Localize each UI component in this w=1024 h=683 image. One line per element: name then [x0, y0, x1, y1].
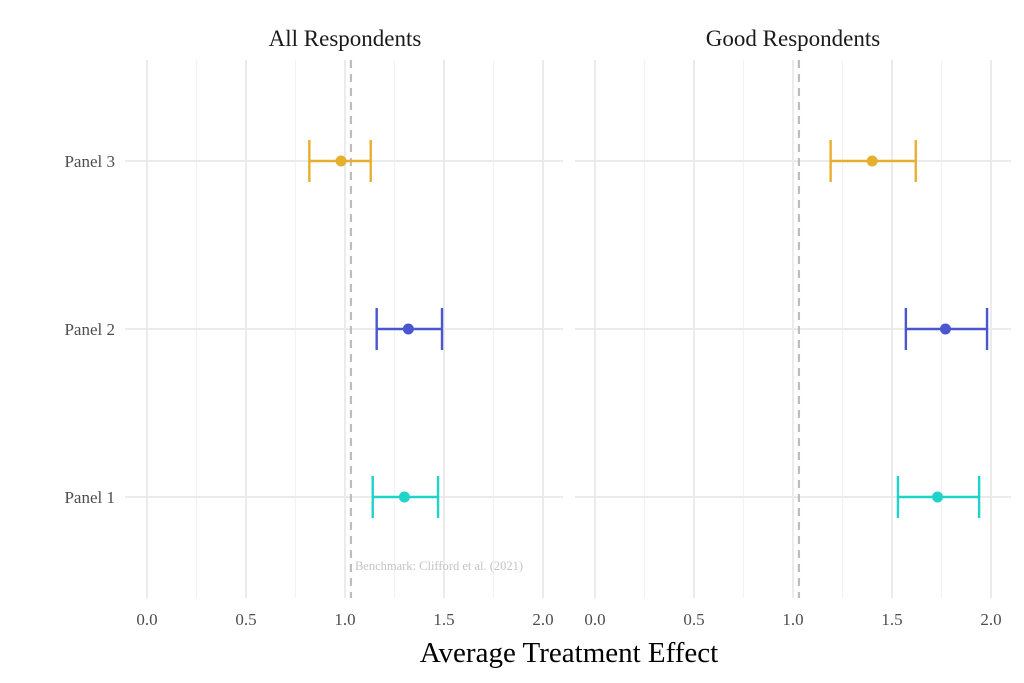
x-axis-title: Average Treatment Effect	[420, 637, 718, 669]
gridlines	[575, 60, 1011, 598]
y-tick-label: Panel 3	[64, 152, 115, 171]
point-estimate	[932, 491, 944, 503]
gridlines	[125, 60, 563, 598]
errorbar-panel-1	[371, 476, 440, 518]
errorbar-panel-2	[904, 308, 989, 350]
x-tick-label: 0.5	[235, 610, 256, 629]
x-tick-label: 1.5	[881, 610, 902, 629]
facet-title: All Respondents	[269, 26, 422, 51]
x-tick-label: 0.0	[584, 610, 605, 629]
facet-title: Good Respondents	[706, 26, 880, 51]
y-tick-label: Panel 1	[64, 488, 115, 507]
point-estimate	[939, 323, 951, 335]
facet-good-respondents: Good Respondents 0.0 0.5 1.0 1.5 2.0	[575, 26, 1011, 629]
x-tick-label: 2.0	[980, 610, 1001, 629]
y-tick-label: Panel 2	[64, 320, 115, 339]
facet-all-respondents: All Respondents Benchmark: Clifford et a…	[125, 26, 563, 629]
errorbar-panel-2	[375, 308, 444, 350]
x-tick-label: 0.5	[683, 610, 704, 629]
errorbar-panel-1	[896, 476, 981, 518]
benchmark-label: Benchmark: Clifford et al. (2021)	[355, 559, 523, 573]
x-tick-label: 2.0	[532, 610, 553, 629]
point-estimate	[402, 323, 414, 335]
errorbar-panel-3	[829, 140, 917, 182]
point-estimate	[398, 491, 410, 503]
point-estimate	[866, 155, 878, 167]
errorbar-panel-3	[308, 140, 372, 182]
point-estimate	[335, 155, 347, 167]
y-axis-labels: Panel 3 Panel 2 Panel 1	[64, 152, 115, 507]
x-tick-label: 0.0	[136, 610, 157, 629]
x-tick-label: 1.5	[433, 610, 454, 629]
x-tick-label: 1.0	[334, 610, 355, 629]
x-tick-label: 1.0	[782, 610, 803, 629]
